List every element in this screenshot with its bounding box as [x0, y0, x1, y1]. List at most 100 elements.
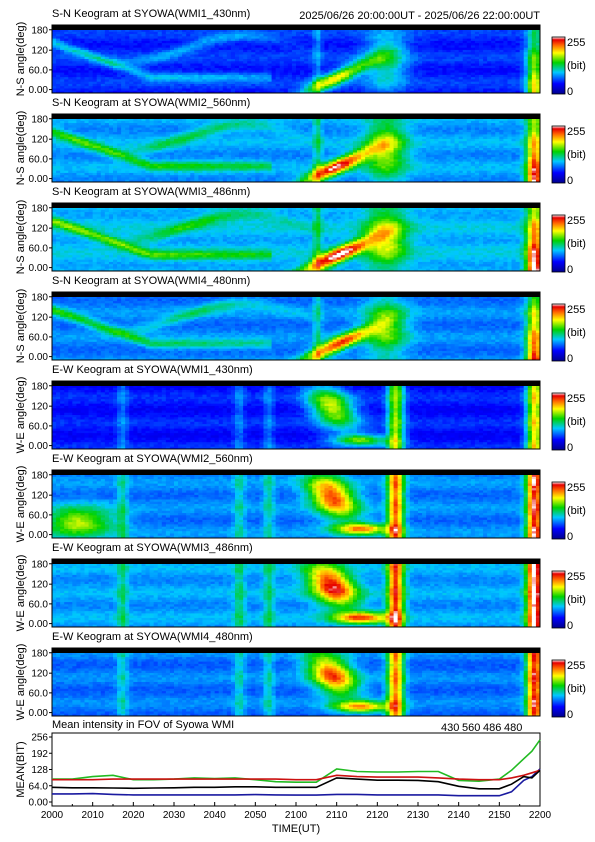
keogram-cell	[401, 79, 407, 83]
keogram-cell	[149, 34, 155, 37]
keogram-cell	[56, 170, 61, 174]
keogram-cell	[401, 83, 407, 87]
keogram-cell	[186, 125, 191, 128]
keogram-cell	[348, 77, 354, 80]
keogram-cell	[113, 74, 118, 78]
keogram-cell	[129, 136, 134, 140]
keogram-cell	[186, 170, 191, 174]
keogram-cell	[149, 36, 155, 39]
keogram-cell	[194, 47, 199, 51]
keogram-cell	[202, 77, 207, 80]
keogram-cell	[92, 138, 98, 142]
keogram-cell	[133, 90, 138, 94]
keogram-cell	[344, 31, 350, 35]
keogram-cell	[206, 141, 211, 144]
keogram-cell	[214, 179, 220, 183]
keogram-cell	[56, 125, 61, 128]
keogram-cell	[405, 61, 411, 64]
keogram-cell	[96, 31, 102, 35]
keogram-cell	[202, 36, 207, 39]
keogram-cell	[72, 152, 77, 156]
keogram-cell	[194, 177, 199, 181]
keogram-cell	[393, 79, 399, 83]
keogram-cell	[300, 74, 305, 78]
keogram-cell	[515, 63, 521, 67]
keogram-cell	[531, 72, 537, 76]
keogram-cell	[210, 77, 216, 80]
keogram-cell	[182, 118, 187, 122]
keogram-cell	[153, 161, 159, 165]
keogram-cell	[275, 70, 281, 73]
keogram-cell	[186, 31, 191, 35]
keogram-cell	[133, 170, 138, 174]
keogram-cell	[76, 45, 81, 49]
keogram-cell	[230, 166, 236, 169]
keogram-cell	[174, 136, 179, 140]
keogram-cell	[255, 38, 260, 42]
keogram-cell	[328, 54, 333, 58]
keogram-cell	[125, 127, 130, 131]
keogram-cell	[222, 141, 228, 144]
keogram-cell	[243, 65, 248, 69]
keogram-cell	[56, 166, 61, 169]
keogram-cell	[230, 134, 236, 138]
keogram-cell	[96, 77, 102, 80]
keogram-cell	[332, 40, 338, 44]
keogram-cell	[121, 177, 126, 181]
keogram-cell	[218, 43, 224, 46]
keogram-cell	[178, 88, 183, 92]
keogram-cell	[430, 72, 435, 76]
keogram-cell	[137, 38, 142, 42]
keogram-cell	[438, 40, 443, 44]
keogram-cell	[296, 36, 301, 39]
keogram-cell	[157, 138, 163, 142]
keogram-cell	[255, 65, 260, 69]
keogram-cell	[450, 43, 455, 46]
keogram-cell	[214, 54, 220, 58]
keogram-cell	[462, 47, 468, 51]
keogram-cell	[68, 49, 73, 53]
keogram-cell	[235, 49, 240, 53]
keogram-cell	[442, 86, 447, 89]
keogram-cell	[409, 29, 415, 33]
keogram-cell	[499, 31, 504, 35]
keogram-cell	[206, 38, 211, 42]
keogram-cell	[198, 59, 203, 62]
keogram-cell	[108, 72, 114, 76]
keogram-cell	[129, 141, 134, 144]
keogram-cell	[80, 68, 85, 71]
keogram-cell	[169, 120, 175, 124]
keogram-cell	[178, 166, 183, 169]
keogram-cell	[182, 150, 187, 153]
keogram-cell	[316, 72, 321, 76]
keogram-cell	[320, 68, 325, 71]
keogram-cell	[226, 154, 232, 158]
keogram-cell	[422, 31, 427, 35]
keogram-cell	[324, 83, 329, 87]
keogram-cell	[133, 163, 138, 167]
keogram-cell	[426, 68, 431, 71]
keogram-cell	[190, 79, 195, 83]
keogram-cell	[442, 74, 447, 78]
keogram-cell	[92, 49, 98, 53]
keogram-cell	[222, 72, 228, 76]
keogram-cell	[56, 163, 61, 167]
keogram-cell	[88, 70, 94, 73]
keogram-cell	[503, 77, 508, 80]
keogram-cell	[178, 118, 183, 122]
keogram-cell	[230, 123, 236, 126]
keogram-cell	[527, 90, 533, 94]
keogram-cell	[251, 36, 256, 39]
keogram-cell	[413, 40, 419, 44]
keogram-cell	[72, 83, 77, 87]
keogram-cell	[344, 81, 350, 85]
keogram-cell	[182, 127, 187, 131]
keogram-cell	[218, 40, 224, 44]
keogram-cell	[352, 79, 358, 83]
keogram-cell	[226, 134, 232, 138]
keogram-cell	[72, 49, 77, 53]
keogram-cell	[141, 179, 146, 183]
keogram-cell	[483, 74, 488, 78]
keogram-cell	[418, 54, 423, 58]
keogram-cell	[169, 65, 175, 69]
